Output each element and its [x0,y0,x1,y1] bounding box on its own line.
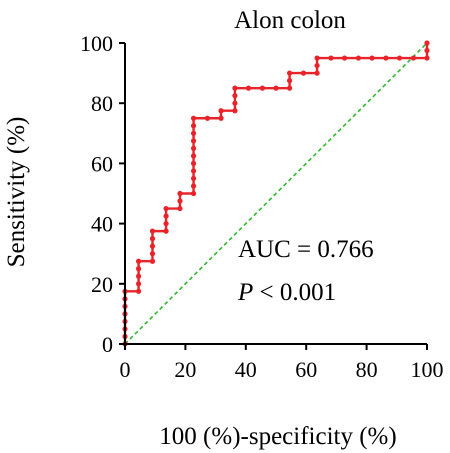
roc-point [149,236,156,242]
roc-point [424,55,430,61]
roc-point [190,190,197,197]
roc-point [135,288,142,294]
roc-point [355,55,362,61]
x-tick-label: 0 [120,357,131,382]
auc-annotation: AUC = 0.766 [238,236,374,263]
roc-point [314,62,320,69]
y-tick-label: 0 [102,332,113,357]
x-tick-label: 60 [295,357,317,382]
roc-point [190,115,197,121]
roc-point [190,138,197,144]
y-tick-label: 20 [91,272,113,297]
roc-point [286,78,293,84]
roc-point [273,85,279,91]
roc-point [177,205,183,212]
roc-point [314,70,320,76]
roc-point [232,100,238,106]
roc-point [383,55,389,61]
roc-point [135,258,142,264]
roc-point [163,213,169,219]
roc-point [135,266,142,272]
roc-point [190,123,197,129]
roc-point [424,47,430,54]
roc-point [163,221,169,227]
roc-point [286,70,293,76]
y-tick-label: 100 [80,31,113,56]
roc-point [369,55,375,61]
roc-point [218,108,224,114]
x-tick-label: 40 [235,357,257,382]
roc-point [190,168,197,174]
y-axis-label: Sensitivity (%) [3,117,30,268]
roc-point [149,228,156,234]
p-symbol: P [237,279,253,306]
x-tick-label: 20 [174,357,196,382]
roc-point [177,190,183,197]
roc-point [190,145,197,151]
roc-point [341,55,348,61]
roc-point [149,251,156,257]
roc-point [177,198,183,204]
roc-point [190,160,197,166]
roc-point [314,55,320,61]
roc-point [424,40,430,46]
roc-point [163,228,169,234]
y-tick-label: 40 [91,212,113,237]
roc-point [190,183,197,189]
x-axis-label: 100 (%)-specificity (%) [159,423,396,450]
roc-point [135,281,142,287]
roc-point [232,93,238,99]
roc-point [163,205,169,212]
roc-point [218,115,224,121]
roc-point [300,70,307,76]
roc-point [135,273,142,279]
roc-point [410,55,417,61]
p-value-annotation: P < 0.001 [237,279,336,306]
roc-point [232,108,238,114]
roc-point [232,85,238,91]
roc-point [259,85,266,91]
ticks: 0 20 40 60 80 100 0 20 40 60 80 100 [80,31,444,382]
roc-point [190,175,197,182]
x-tick-label: 100 [411,357,444,382]
p-value-text: < 0.001 [253,279,336,306]
roc-point [190,130,197,136]
plot-area [122,40,430,347]
reference-diagonal-line [124,42,428,345]
x-tick-label: 80 [356,357,378,382]
roc-point [204,115,211,121]
roc-point [149,243,156,249]
chart-title: Alon colon [234,7,346,34]
roc-point [190,153,197,159]
y-tick-label: 60 [91,151,113,176]
roc-point [245,85,252,91]
roc-point [396,55,403,61]
axes [124,43,427,345]
roc-point [328,55,334,61]
roc-point [149,258,156,264]
roc-point [286,85,293,91]
y-tick-label: 80 [91,91,113,116]
